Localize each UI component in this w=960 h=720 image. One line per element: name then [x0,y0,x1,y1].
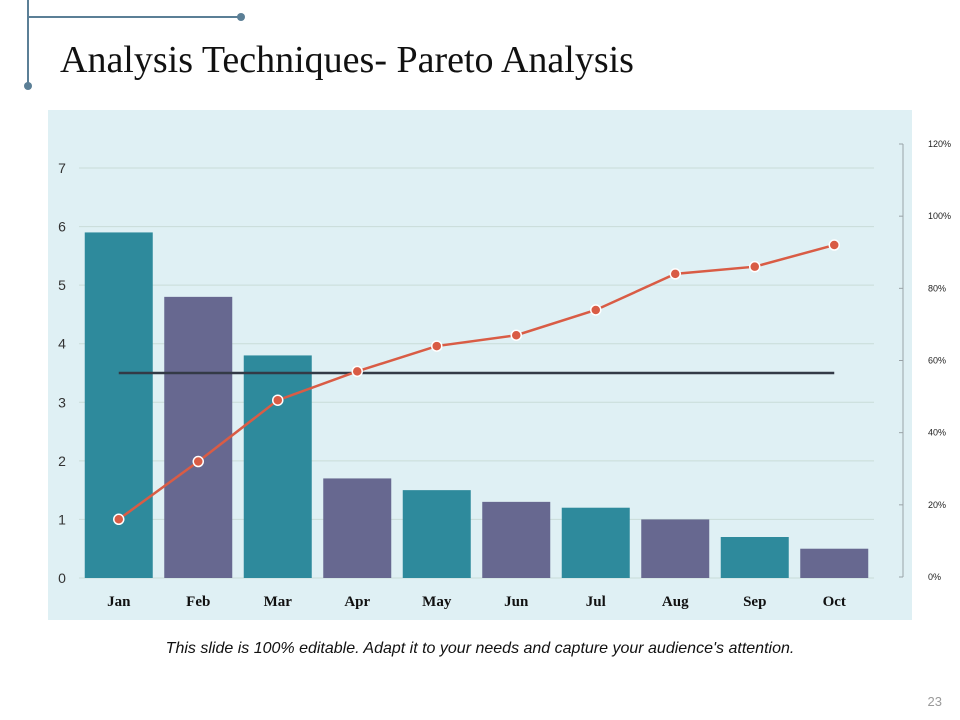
x-tick-label: Aug [662,594,689,610]
slide-title: Analysis Techniques- Pareto Analysis [60,39,634,81]
y2-tick-label: 0% [928,572,941,582]
y-tick-label: 6 [58,219,66,235]
bar-aug [641,519,710,578]
bar-mar [243,355,312,578]
bar-may [402,490,471,578]
y2-tick-label: 100% [928,211,951,221]
x-tick-label: Jul [586,594,606,610]
y-tick-label: 4 [58,336,66,352]
slide-caption: This slide is 100% editable. Adapt it to… [165,640,795,657]
cumulative-point-apr [351,365,363,378]
decorative-dot [237,13,245,21]
cumulative-point-feb [192,455,204,468]
x-tick-label: May [422,594,452,610]
bar-feb [164,296,233,578]
cumulative-point-jan [113,513,125,526]
cumulative-point-may [431,340,443,352]
y2-tick-label: 40% [928,428,946,438]
bar-apr [323,478,392,578]
y2-tick-label: 20% [928,500,946,510]
cumulative-point-oct [828,239,840,251]
x-tick-label: Jan [107,594,131,610]
y-tick-label: 5 [58,277,66,293]
bar-oct [800,548,869,578]
bar-jun [482,501,551,578]
x-tick-label: Feb [186,594,210,610]
x-tick-label: Jun [504,594,529,610]
cumulative-point-aug [669,268,681,280]
cumulative-point-sep [749,260,761,273]
decorative-dot [24,82,32,90]
cumulative-point-jun [510,329,522,341]
bar-jan [84,232,153,578]
bar-jul [561,507,630,578]
cumulative-point-jul [590,304,602,316]
x-tick-label: Sep [743,594,766,610]
decorative-vertical-line [27,0,29,84]
cumulative-percent-line [118,243,835,521]
bar-sep [720,537,789,578]
x-tick-label: Apr [344,594,370,610]
y-tick-label: 3 [58,394,66,410]
decorative-horizontal-line [27,16,241,18]
y2-tick-label: 60% [928,356,946,366]
y-tick-label: 2 [58,453,66,469]
y-tick-label: 1 [58,511,66,527]
cumulative-point-mar [272,394,284,406]
page-number: 23 [927,694,942,709]
x-tick-label: Oct [823,594,846,610]
y2-tick-label: 80% [928,283,946,293]
y-tick-label: 0 [58,570,66,586]
x-tick-label: Mar [264,594,293,610]
y-tick-label: 7 [58,160,66,176]
y2-tick-label: 120% [928,139,951,149]
